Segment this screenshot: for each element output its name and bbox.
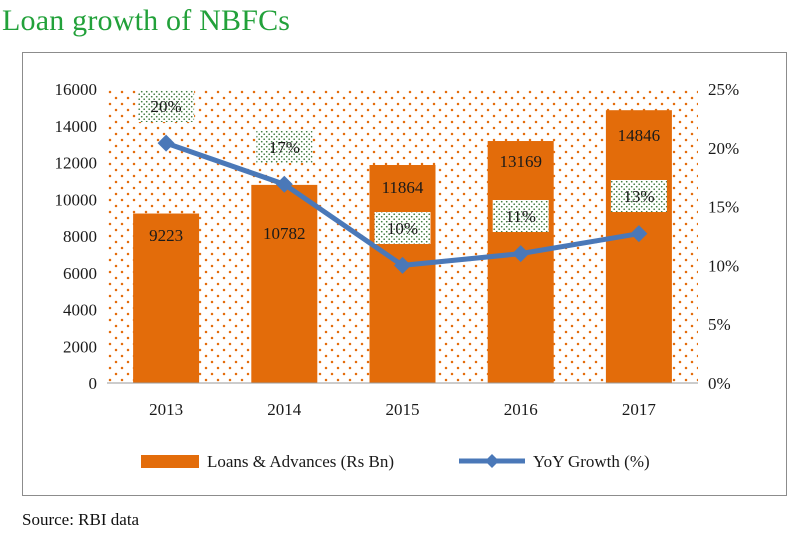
yoy-point-2015 — [394, 256, 411, 274]
yoy-label-box-2016 — [492, 200, 549, 232]
x-tick-label-2014: 2014 — [267, 400, 302, 419]
bar-value-label-2017: 14846 — [618, 126, 661, 145]
yoy-label-2013: 20% — [151, 97, 182, 116]
bar-value-label-2016: 13169 — [499, 152, 542, 171]
y-left-tick-label: 6000 — [63, 264, 97, 283]
y-right-tick-label: 20% — [708, 139, 739, 158]
y-left-tick-label: 10000 — [55, 190, 98, 209]
yoy-point-2013 — [157, 134, 175, 152]
y-left-tick-label: 16000 — [55, 80, 98, 99]
yoy-label-2016: 11% — [505, 207, 536, 226]
combo-chart: 9223 10782 11864 13169 14846 20% 17% 10% 11% 13%… — [55, 80, 740, 471]
y-left-tick-label: 14000 — [55, 117, 98, 136]
x-tick-label-2016: 2016 — [504, 400, 538, 419]
x-tick-label-2015: 2015 — [386, 400, 420, 419]
yoy-label-box-2015 — [374, 212, 431, 244]
x-tick-label-2017: 2017 — [622, 400, 657, 419]
legend-line-label: YoY Growth (%) — [533, 452, 650, 471]
source-note: Source: RBI data — [22, 510, 140, 529]
bar-2017 — [605, 110, 672, 384]
yoy-label-box-2017 — [610, 180, 667, 212]
y-left-tick-label: 2000 — [63, 337, 97, 356]
bar-2014 — [251, 184, 318, 383]
yoy-point-2017 — [630, 225, 648, 243]
y-left-tick-label: 4000 — [63, 301, 97, 320]
yoy-label-box-2014 — [256, 131, 313, 163]
y-left-tick-label: 0 — [89, 374, 98, 393]
yoy-point-2016 — [512, 245, 530, 263]
y-left-tick-label: 12000 — [55, 154, 98, 173]
bar-value-label-2014: 10782 — [263, 224, 306, 243]
y-right-tick-label: 15% — [708, 198, 739, 217]
x-tick-label-2013: 2013 — [149, 400, 183, 419]
legend-line-marker — [485, 454, 499, 468]
y-right-tick-label: 5% — [708, 315, 731, 334]
y-right-tick-label: 25% — [708, 80, 739, 99]
bar-2013 — [133, 213, 200, 383]
y-left-tick-label: 8000 — [63, 227, 97, 246]
y-right-tick-label: 10% — [708, 256, 739, 275]
legend-bar-swatch — [141, 455, 199, 468]
chart-title: Loan growth of NBFCs — [2, 4, 291, 37]
yoy-label-box-2013 — [138, 90, 195, 122]
y-right-tick-label: 0% — [708, 374, 731, 393]
yoy-label-2015: 10% — [387, 219, 418, 238]
chart-frame: 9223 10782 11864 13169 14846 20% 17% 10% 11% 13%… — [22, 52, 787, 496]
yoy-label-2017: 13% — [623, 187, 654, 206]
legend-bar-label: Loans & Advances (Rs Bn) — [207, 452, 394, 471]
yoy-point-2014 — [275, 175, 293, 193]
yoy-label-2014: 17% — [269, 138, 300, 157]
bar-value-label-2013: 9223 — [149, 226, 183, 245]
bar-2015 — [369, 164, 436, 383]
bar-value-label-2015: 11864 — [382, 178, 424, 197]
